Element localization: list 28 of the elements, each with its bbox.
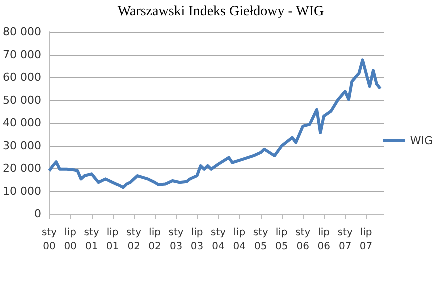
chart-title: Warszawski Indeks Giełdowy - WIG [118,4,324,20]
y-tick-label: 0 [34,208,42,220]
x-tick-label: sty 01 [84,228,100,252]
y-tick-label: 30 000 [2,139,42,152]
x-tick-label: sty 06 [296,228,311,252]
x-tick-label: lip 05 [275,228,288,252]
y-tick-label: 70 000 [2,48,42,62]
x-tick-label: lip 07 [360,228,373,252]
y-tick-label: 40 000 [2,116,42,130]
x-tick-label: sty 05 [253,228,268,252]
y-tick-label: 50 000 [2,94,42,107]
x-tick-label: sty 00 [42,228,58,252]
x-tick-label: lip 04 [233,228,246,252]
x-tick-label: sty 03 [168,228,184,252]
x-tick-label: lip 02 [148,228,162,252]
y-tick-label: 80 000 [2,26,42,38]
y-tick-label: 60 000 [2,71,42,84]
x-tick-label: lip 03 [190,228,204,252]
y-tick-label: 20 000 [2,162,42,175]
x-tick-label: sty 02 [126,228,142,252]
x-tick-label: sty 04 [211,228,226,252]
x-tick-label: sty 07 [338,228,353,252]
x-tick-label: lip 01 [106,228,120,252]
x-tick-label: lip 00 [64,228,77,252]
legend-label: WIG [410,134,434,148]
y-tick-label: 10 000 [2,184,42,198]
line-series [48,58,382,190]
x-tick-label: lip 06 [318,228,330,252]
